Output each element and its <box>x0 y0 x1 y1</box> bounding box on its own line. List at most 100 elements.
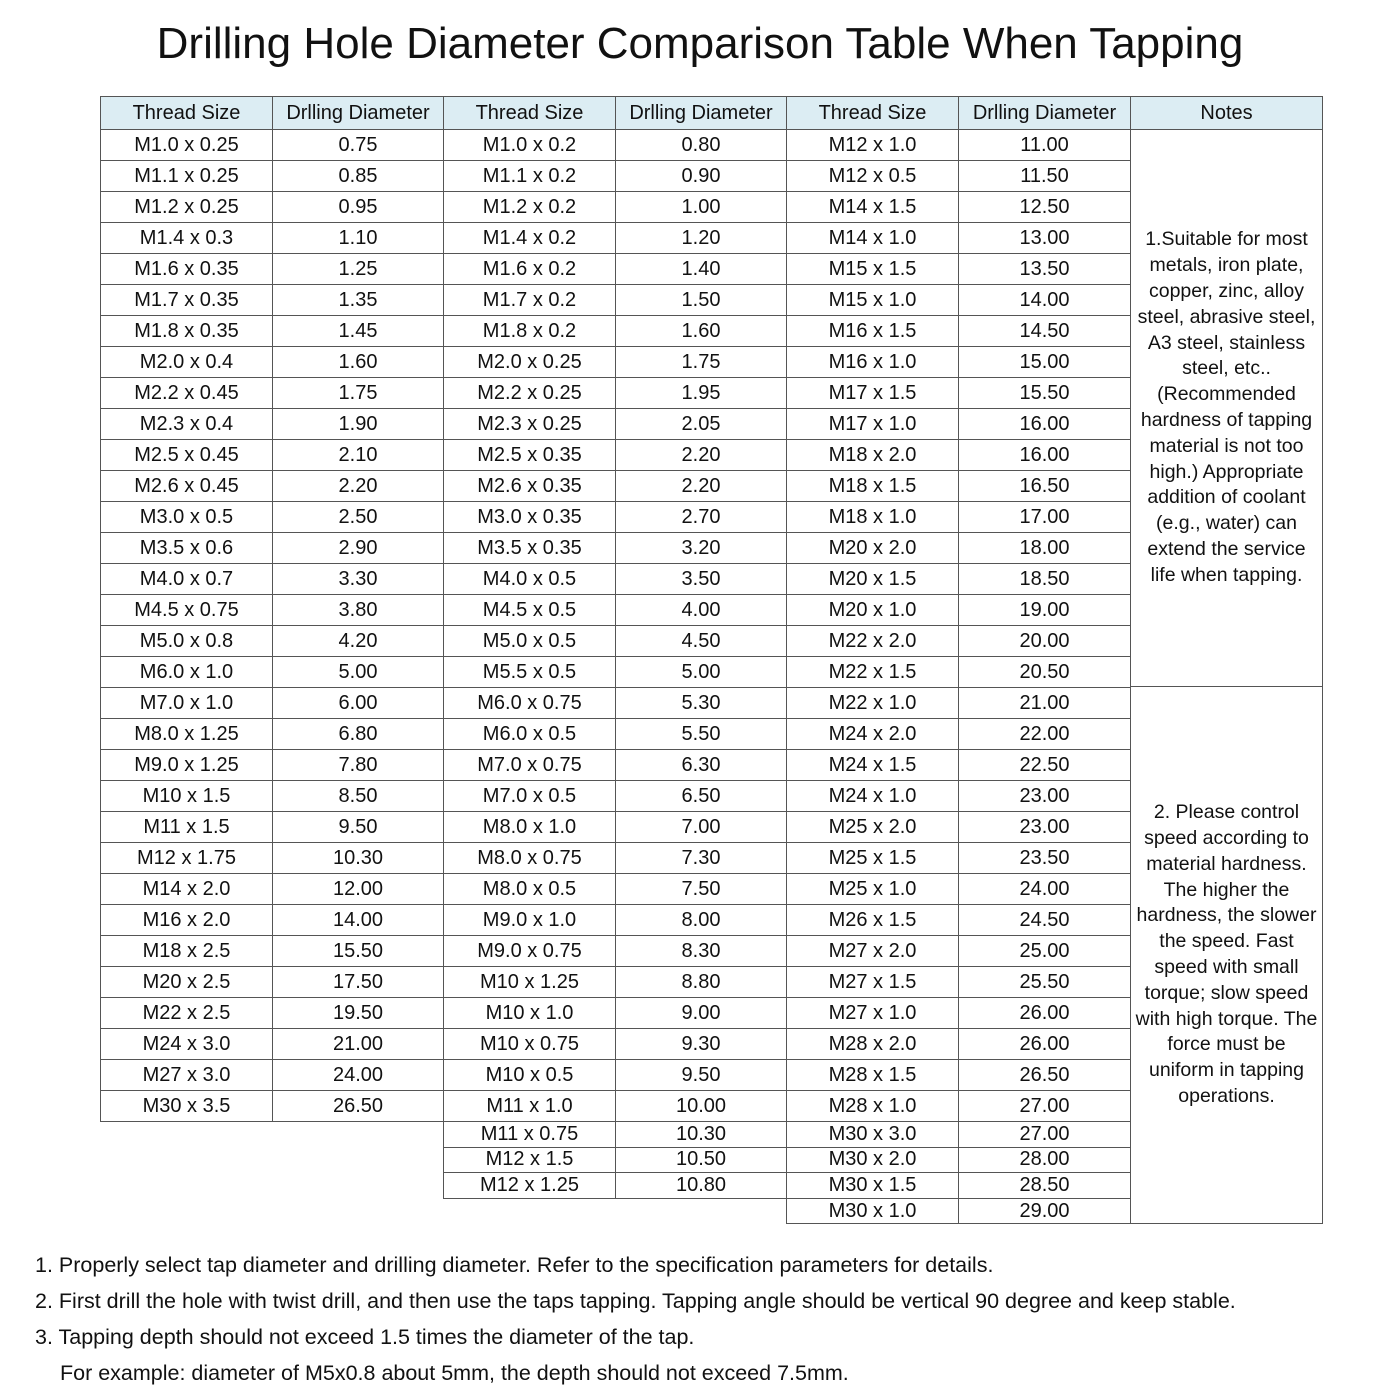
drilling-diameter-cell: 1.95 <box>615 377 787 409</box>
thread-size-cell: M18 x 2.0 <box>786 439 959 471</box>
thread-size-cell: M24 x 1.0 <box>786 780 959 812</box>
drilling-diameter-cell: 8.00 <box>615 904 787 936</box>
drilling-diameter-cell: 15.00 <box>958 346 1131 378</box>
drilling-diameter-cell: 0.90 <box>615 160 787 192</box>
thread-size-cell: M6.0 x 0.5 <box>443 718 616 750</box>
column-header: Thread Size <box>443 96 616 130</box>
column-header: Notes <box>1130 96 1323 130</box>
thread-size-cell: M10 x 0.5 <box>443 1059 616 1091</box>
thread-size-cell: M25 x 1.5 <box>786 842 959 874</box>
drilling-diameter-cell: 6.50 <box>615 780 787 812</box>
drilling-diameter-cell: 21.00 <box>958 687 1131 719</box>
thread-size-cell: M7.0 x 0.5 <box>443 780 616 812</box>
drilling-diameter-cell: 0.80 <box>615 129 787 161</box>
drilling-diameter-cell: 1.10 <box>272 222 444 254</box>
drilling-diameter-cell: 13.50 <box>958 253 1131 285</box>
footnote-example: For example: diameter of M5x0.8 about 5m… <box>60 1361 849 1385</box>
column-header: Drlling Diameter <box>958 96 1131 130</box>
column-header: Drlling Diameter <box>615 96 787 130</box>
thread-size-cell: M8.0 x 1.25 <box>100 718 273 750</box>
thread-size-cell: M3.0 x 0.35 <box>443 501 616 533</box>
drilling-diameter-cell: 5.00 <box>615 656 787 688</box>
drilling-diameter-cell: 1.25 <box>272 253 444 285</box>
thread-size-cell: M28 x 1.0 <box>786 1090 959 1122</box>
drilling-diameter-cell: 28.00 <box>958 1146 1131 1174</box>
drilling-diameter-cell: 16.00 <box>958 439 1131 471</box>
drilling-diameter-cell: 23.50 <box>958 842 1131 874</box>
thread-size-cell: M1.1 x 0.25 <box>100 160 273 192</box>
thread-size-cell: M22 x 1.5 <box>786 656 959 688</box>
drilling-diameter-cell: 2.20 <box>272 470 444 502</box>
thread-size-cell: M2.0 x 0.25 <box>443 346 616 378</box>
thread-size-cell: M7.0 x 0.75 <box>443 749 616 781</box>
drilling-diameter-cell: 19.00 <box>958 594 1131 626</box>
thread-size-cell: M2.3 x 0.4 <box>100 408 273 440</box>
thread-size-cell: M28 x 1.5 <box>786 1059 959 1091</box>
footnote-1: 1. Properly select tap diameter and dril… <box>35 1253 994 1277</box>
notes-cell-1: 1.Suitable for most metals, iron plate, … <box>1130 129 1323 687</box>
drilling-diameter-cell: 10.30 <box>272 842 444 874</box>
thread-size-cell: M15 x 1.5 <box>786 253 959 285</box>
drilling-diameter-cell: 18.50 <box>958 563 1131 595</box>
thread-size-cell: M10 x 1.25 <box>443 966 616 998</box>
drilling-diameter-cell: 20.00 <box>958 625 1131 657</box>
drilling-diameter-cell: 15.50 <box>958 377 1131 409</box>
drilling-diameter-cell: 26.50 <box>272 1090 444 1122</box>
thread-size-cell: M16 x 2.0 <box>100 904 273 936</box>
thread-size-cell: M3.5 x 0.35 <box>443 532 616 564</box>
thread-size-cell: M2.3 x 0.25 <box>443 408 616 440</box>
drilling-diameter-cell: 26.00 <box>958 997 1131 1029</box>
drilling-diameter-cell: 12.50 <box>958 191 1131 223</box>
thread-size-cell: M12 x 0.5 <box>786 160 959 192</box>
drilling-diameter-cell: 1.60 <box>615 315 787 347</box>
thread-size-cell: M24 x 1.5 <box>786 749 959 781</box>
thread-size-cell: M27 x 1.0 <box>786 997 959 1029</box>
thread-size-cell: M2.0 x 0.4 <box>100 346 273 378</box>
thread-size-cell: M18 x 1.0 <box>786 501 959 533</box>
drilling-diameter-cell: 21.00 <box>272 1028 444 1060</box>
drilling-diameter-cell: 10.50 <box>615 1146 787 1174</box>
drilling-diameter-cell: 17.50 <box>272 966 444 998</box>
thread-size-cell: M25 x 2.0 <box>786 811 959 843</box>
drilling-diameter-cell: 19.50 <box>272 997 444 1029</box>
thread-size-cell: M3.0 x 0.5 <box>100 501 273 533</box>
drilling-diameter-cell: 2.50 <box>272 501 444 533</box>
column-header: Thread Size <box>786 96 959 130</box>
thread-size-cell: M6.0 x 0.75 <box>443 687 616 719</box>
thread-size-cell: M4.0 x 0.5 <box>443 563 616 595</box>
drilling-diameter-cell: 1.75 <box>615 346 787 378</box>
thread-size-cell: M27 x 1.5 <box>786 966 959 998</box>
drilling-diameter-cell: 10.00 <box>615 1090 787 1122</box>
thread-size-cell: M2.5 x 0.45 <box>100 439 273 471</box>
footnote-2: 2. First drill the hole with twist drill… <box>35 1289 1236 1313</box>
thread-size-cell: M1.4 x 0.2 <box>443 222 616 254</box>
drilling-diameter-cell: 4.50 <box>615 625 787 657</box>
drilling-diameter-cell: 6.30 <box>615 749 787 781</box>
drilling-diameter-cell: 9.50 <box>615 1059 787 1091</box>
drilling-diameter-cell: 14.00 <box>958 284 1131 316</box>
thread-size-cell: M5.0 x 0.8 <box>100 625 273 657</box>
drilling-diameter-cell: 3.30 <box>272 563 444 595</box>
drilling-diameter-cell: 2.90 <box>272 532 444 564</box>
drilling-diameter-cell: 29.00 <box>958 1197 1131 1225</box>
thread-size-cell: M20 x 1.0 <box>786 594 959 626</box>
thread-size-cell: M22 x 1.0 <box>786 687 959 719</box>
thread-size-cell: M18 x 1.5 <box>786 470 959 502</box>
thread-size-cell: M11 x 1.5 <box>100 811 273 843</box>
thread-size-cell: M10 x 1.5 <box>100 780 273 812</box>
drilling-diameter-cell: 1.35 <box>272 284 444 316</box>
drilling-diameter-cell: 8.30 <box>615 935 787 967</box>
thread-size-cell: M1.2 x 0.25 <box>100 191 273 223</box>
drilling-diameter-cell: 0.75 <box>272 129 444 161</box>
drilling-diameter-cell: 8.50 <box>272 780 444 812</box>
footnote-3: 3. Tapping depth should not exceed 1.5 t… <box>35 1325 695 1349</box>
drilling-diameter-cell: 1.60 <box>272 346 444 378</box>
thread-size-cell: M20 x 1.5 <box>786 563 959 595</box>
drilling-diameter-cell: 1.45 <box>272 315 444 347</box>
thread-size-cell: M22 x 2.0 <box>786 625 959 657</box>
thread-size-cell: M12 x 1.0 <box>786 129 959 161</box>
drilling-diameter-cell: 26.00 <box>958 1028 1131 1060</box>
thread-size-cell: M30 x 1.0 <box>786 1197 959 1225</box>
thread-size-cell: M10 x 1.0 <box>443 997 616 1029</box>
thread-size-cell: M3.5 x 0.6 <box>100 532 273 564</box>
